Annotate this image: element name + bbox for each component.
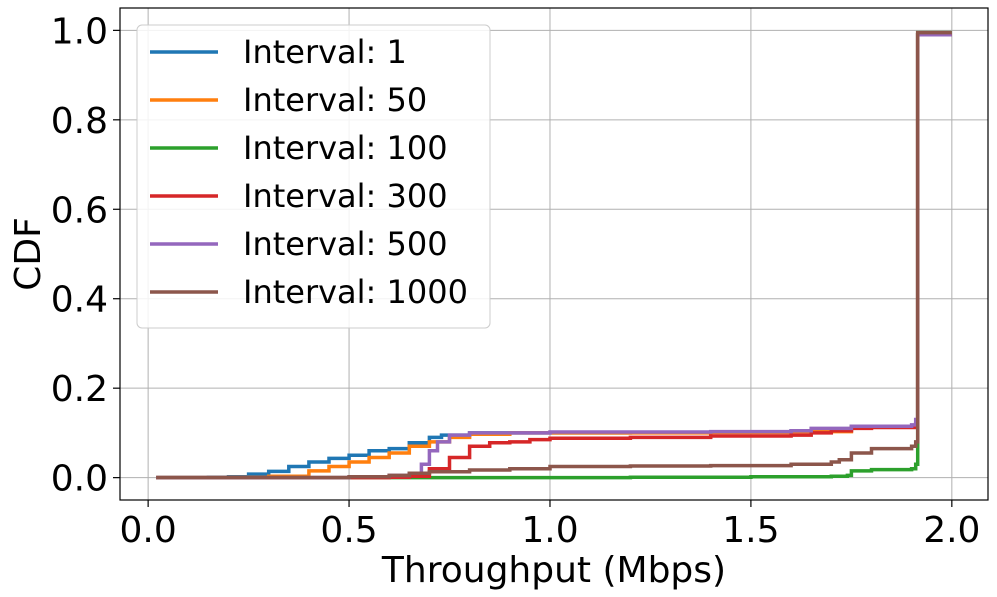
y-tick-label: 0.0 xyxy=(51,459,108,500)
x-tick-label: 1.5 xyxy=(722,510,779,551)
series-line-2 xyxy=(156,30,952,480)
x-tick-label: 0.0 xyxy=(119,510,176,551)
legend-label: Interval: 1 xyxy=(243,33,407,71)
series-layer xyxy=(156,30,952,480)
axes-frame xyxy=(119,7,989,501)
y-tick-label: 0.2 xyxy=(51,369,108,410)
legend: Interval: 1 Interval: 50 Interval: 100 Inte… xyxy=(136,24,491,329)
series-line-3 xyxy=(156,33,952,480)
legend-label: Interval: 50 xyxy=(243,81,427,119)
y-tick-label: 1.0 xyxy=(51,11,108,52)
y-axis-label: CDF xyxy=(8,217,49,291)
legend-label: Interval: 300 xyxy=(243,177,448,215)
legend-label: Interval: 500 xyxy=(243,225,448,263)
x-tick-label: 2.0 xyxy=(923,510,980,551)
legend-box xyxy=(136,24,491,329)
legend-label: Interval: 100 xyxy=(243,129,448,167)
x-tick-label: 0.5 xyxy=(320,510,377,551)
y-tick-label: 0.6 xyxy=(51,190,108,231)
legend-label: Interval: 1000 xyxy=(243,273,468,311)
y-tick-label: 0.4 xyxy=(51,280,108,321)
y-tick-label: 0.8 xyxy=(51,101,108,142)
x-axis-label: Throughput (Mbps) xyxy=(381,550,726,591)
x-tick-label: 1.0 xyxy=(521,510,578,551)
ticks: 0.0 0.5 1.0 1.5 2.0 0.0 0.2 0.4 0.6 0.8 1.0 xyxy=(51,11,981,551)
series-line-5 xyxy=(156,30,952,480)
